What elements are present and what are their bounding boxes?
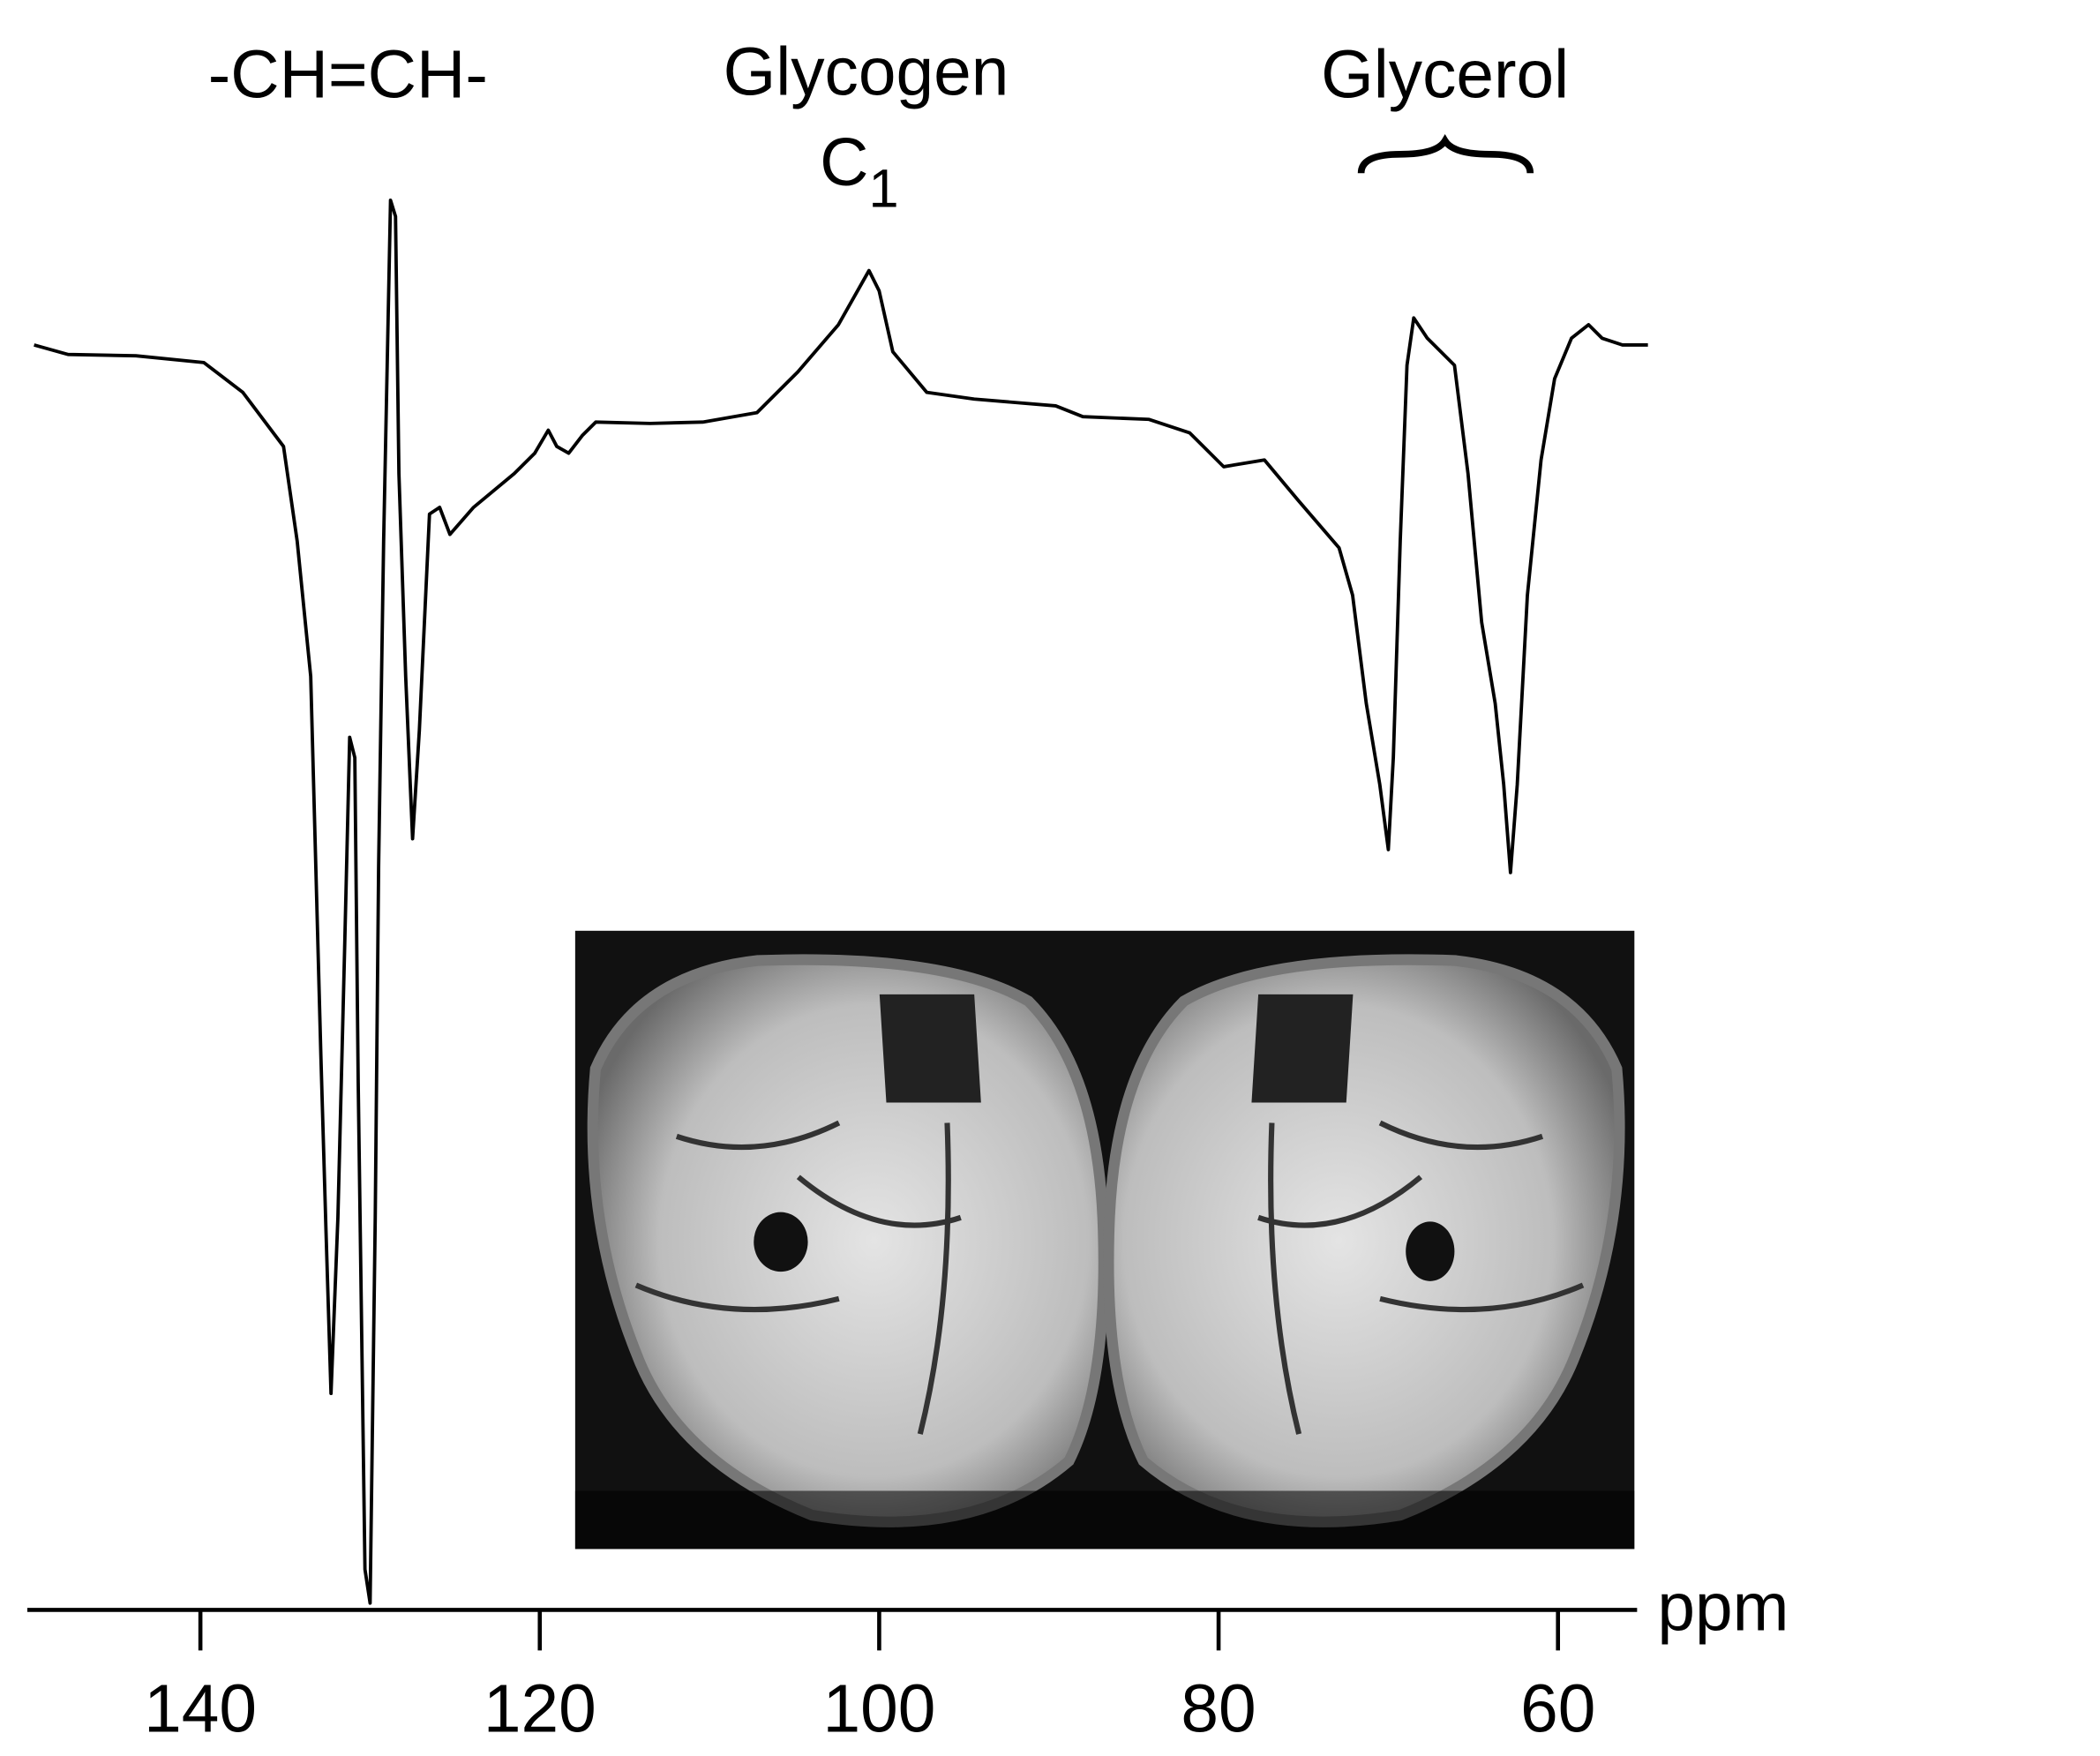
x-tick-label: 100 — [822, 1671, 935, 1746]
x-tick-label: 140 — [144, 1671, 257, 1746]
annotation: Glycogen — [724, 34, 1009, 109]
annotation: -CH=CH- — [208, 37, 488, 112]
annotation-text: Glycerol — [1321, 37, 1569, 112]
annotation: C1 — [820, 125, 898, 219]
mri-vessel — [1406, 1221, 1455, 1281]
mri-inset — [574, 930, 1635, 1550]
x-axis-label: ppm — [1657, 1570, 1789, 1645]
mri-detail — [634, 1120, 1585, 1435]
x-tick-label: 120 — [484, 1671, 596, 1746]
annotation-text: C — [820, 125, 868, 200]
annotation-text: Glycogen — [724, 34, 1009, 109]
mri-leg-right — [1103, 954, 1625, 1527]
x-tick-label: 60 — [1520, 1671, 1595, 1746]
mri-vessel — [754, 1212, 808, 1272]
mri-bone — [879, 994, 1354, 1103]
annotation: Glycerol — [1321, 37, 1569, 112]
annotation-subscript: 1 — [868, 158, 898, 219]
mri-band — [574, 1490, 1635, 1550]
glycerol-brace — [1357, 134, 1534, 174]
annotation-text: -CH=CH- — [208, 37, 488, 112]
spectrum-line — [34, 198, 1648, 1605]
x-tick-label: 80 — [1181, 1671, 1256, 1746]
